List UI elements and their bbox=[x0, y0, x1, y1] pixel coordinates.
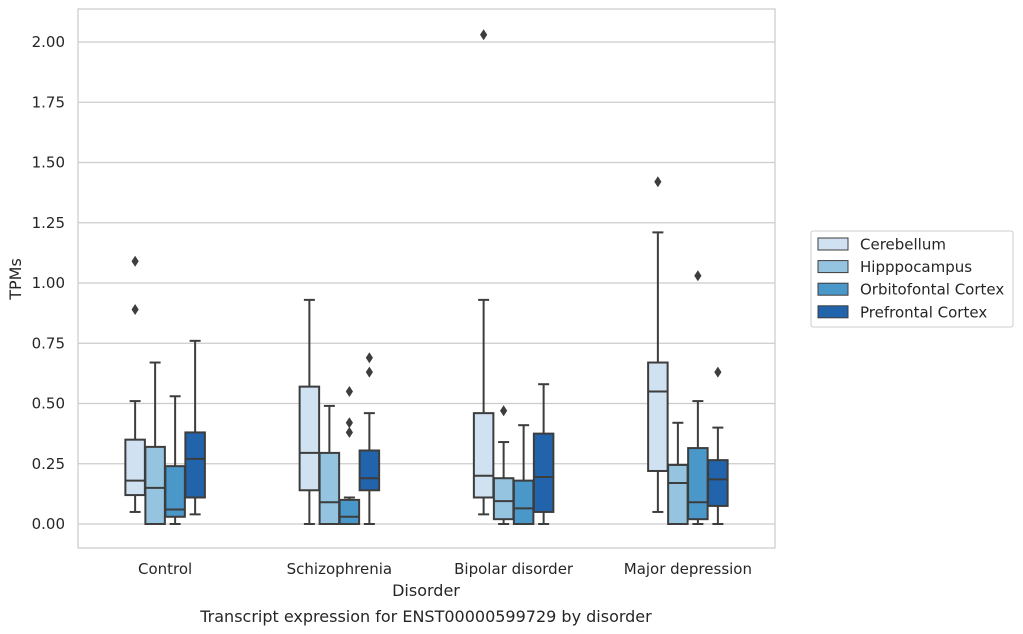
outlier-point bbox=[365, 352, 373, 364]
iqr-box bbox=[318, 451, 341, 525]
box-3-2 bbox=[687, 270, 709, 525]
box-2-1 bbox=[492, 405, 515, 525]
iqr-box bbox=[144, 445, 166, 526]
y-tick-label: 0.25 bbox=[32, 455, 65, 473]
box-3-1 bbox=[667, 421, 689, 525]
legend-items: Cerebellum Hipppocampus Orbitofontal Corte… bbox=[817, 236, 1004, 321]
plot-frame bbox=[77, 8, 776, 549]
box-0-0 bbox=[124, 255, 146, 513]
legend-label: Prefrontal Cortex bbox=[860, 303, 987, 321]
y-axis-ticks: 0.00 0.25 0.50 0.75 1.00 1.25 1.50 1.75 2.00 bbox=[32, 33, 65, 533]
legend-swatch bbox=[817, 237, 849, 251]
iqr-box bbox=[472, 412, 495, 499]
outlier-point bbox=[480, 29, 488, 41]
iqr-box bbox=[338, 498, 361, 525]
legend: Cerebellum Hipppocampus Orbitofontal Corte… bbox=[810, 230, 1014, 328]
y-tick-label: 2.00 bbox=[32, 33, 65, 51]
iqr-box bbox=[707, 459, 729, 507]
outlier-point bbox=[131, 255, 139, 267]
y-tick-label: 0.00 bbox=[32, 515, 65, 533]
gridlines bbox=[78, 41, 775, 525]
iqr-box bbox=[647, 361, 669, 472]
y-tick-label: 1.50 bbox=[32, 154, 65, 172]
box-1-3 bbox=[358, 352, 381, 525]
iqr-box bbox=[687, 447, 709, 521]
iqr-box bbox=[298, 385, 321, 492]
iqr-box bbox=[512, 479, 535, 525]
outlier-point bbox=[345, 385, 353, 397]
outlier-point bbox=[345, 417, 353, 429]
box-2-2 bbox=[512, 424, 535, 525]
y-tick-label: 1.25 bbox=[32, 214, 65, 232]
y-tick-label: 0.50 bbox=[32, 395, 65, 413]
legend-label: Cerebellum bbox=[860, 236, 946, 254]
box-3-3 bbox=[707, 366, 729, 525]
outlier-point bbox=[694, 270, 702, 282]
outlier-point bbox=[345, 426, 353, 438]
iqr-box bbox=[124, 438, 146, 497]
legend-swatch bbox=[817, 282, 849, 296]
box-0-2 bbox=[164, 395, 186, 525]
y-tick-label: 1.00 bbox=[32, 274, 65, 292]
x-axis-ticks: Control Schizophrenia Bipolar disorder Majo… bbox=[138, 560, 752, 578]
legend-label: Orbitofontal Cortex bbox=[860, 281, 1004, 299]
x-tick-label: Schizophrenia bbox=[287, 560, 392, 578]
box-3-0 bbox=[647, 176, 669, 513]
y-tick-label: 0.75 bbox=[32, 334, 65, 352]
box-1-2 bbox=[338, 385, 361, 525]
iqr-box bbox=[492, 477, 515, 521]
legend-swatch bbox=[817, 305, 849, 319]
legend-swatch bbox=[817, 260, 849, 274]
box-2-0 bbox=[472, 29, 495, 516]
outlier-point bbox=[131, 304, 139, 316]
chart-caption: Transcript expression for ENST0000059972… bbox=[199, 607, 652, 626]
x-axis-title: Disorder bbox=[392, 581, 460, 600]
x-tick-label: Major depression bbox=[624, 560, 752, 578]
outlier-point bbox=[654, 176, 662, 188]
iqr-box bbox=[532, 432, 555, 513]
outlier-point bbox=[500, 405, 508, 417]
outlier-point bbox=[365, 366, 373, 378]
y-axis-title: TPMs bbox=[6, 258, 25, 301]
iqr-box bbox=[184, 431, 206, 499]
y-tick-label: 1.75 bbox=[32, 93, 65, 111]
box-0-3 bbox=[184, 339, 206, 516]
x-tick-label: Bipolar disorder bbox=[454, 560, 574, 578]
outlier-point bbox=[714, 366, 722, 378]
box-1-1 bbox=[318, 404, 341, 525]
legend-frame bbox=[810, 230, 1014, 328]
iqr-box bbox=[358, 449, 381, 492]
box-1-0 bbox=[298, 298, 321, 525]
box-0-1 bbox=[144, 361, 166, 526]
boxes bbox=[124, 29, 729, 526]
iqr-box bbox=[667, 463, 689, 525]
box-2-3 bbox=[532, 383, 555, 525]
legend-label: Hipppocampus bbox=[860, 258, 972, 276]
x-tick-label: Control bbox=[138, 560, 192, 578]
